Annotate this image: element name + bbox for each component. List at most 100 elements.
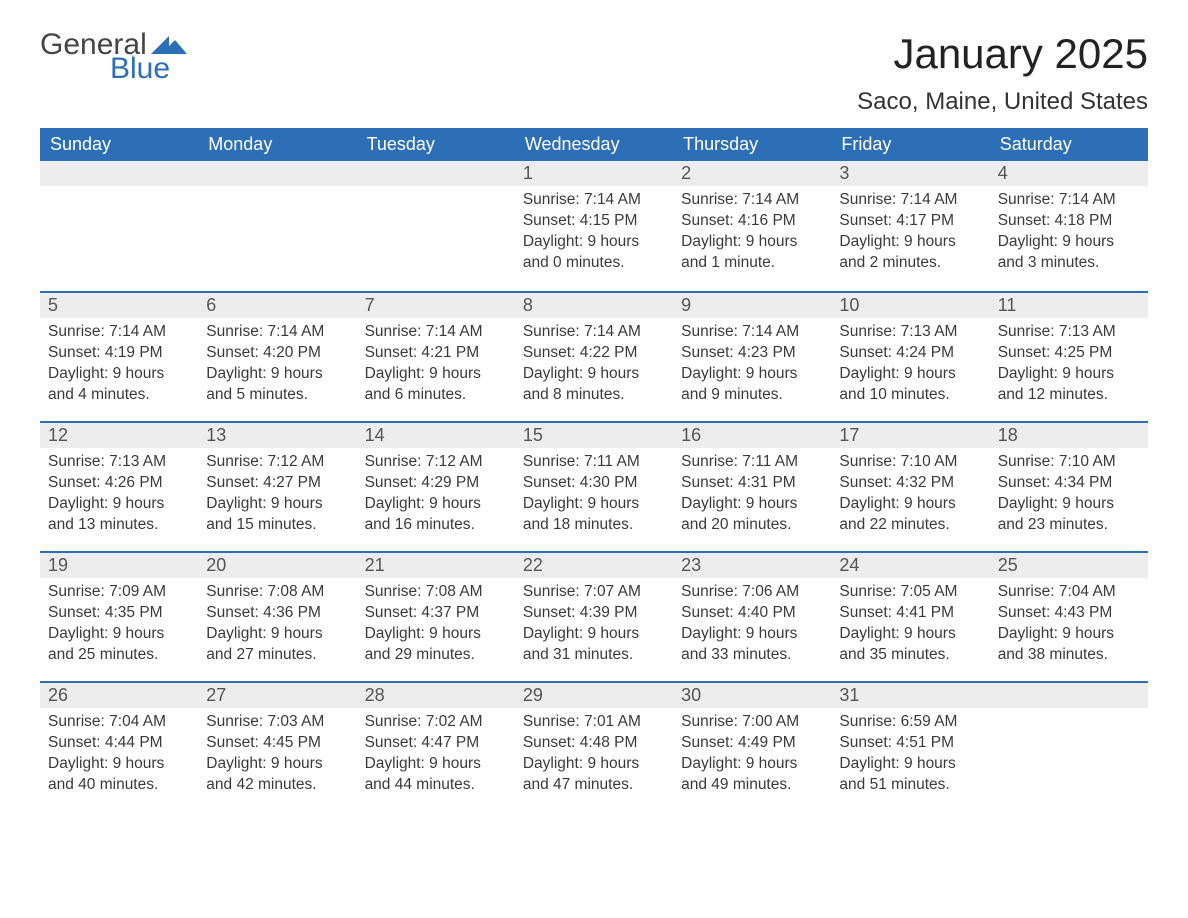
sunrise-text: Sunrise: 7:00 AM: [681, 712, 823, 733]
sunrise-text: Sunrise: 7:10 AM: [998, 452, 1140, 473]
daylight-text: Daylight: 9 hours and 1 minute.: [681, 232, 823, 274]
sunset-text: Sunset: 4:29 PM: [365, 473, 507, 494]
sunset-text: Sunset: 4:47 PM: [365, 733, 507, 754]
calendar-day-cell: 25Sunrise: 7:04 AMSunset: 4:43 PMDayligh…: [990, 551, 1148, 681]
day-details: Sunrise: 7:01 AMSunset: 4:48 PMDaylight:…: [515, 708, 673, 806]
day-number: 31: [831, 681, 989, 708]
day-details: Sunrise: 7:04 AMSunset: 4:44 PMDaylight:…: [40, 708, 198, 806]
day-number: 15: [515, 421, 673, 448]
calendar-day-cell: 2Sunrise: 7:14 AMSunset: 4:16 PMDaylight…: [673, 161, 831, 291]
brand-flag-icon: [151, 34, 187, 54]
sunrise-text: Sunrise: 7:10 AM: [839, 452, 981, 473]
brand-logo: General Blue: [40, 30, 187, 84]
daylight-text: Daylight: 9 hours and 6 minutes.: [365, 364, 507, 406]
sunset-text: Sunset: 4:19 PM: [48, 343, 190, 364]
sunset-text: Sunset: 4:15 PM: [523, 211, 665, 232]
sunset-text: Sunset: 4:31 PM: [681, 473, 823, 494]
calendar-week-row: 26Sunrise: 7:04 AMSunset: 4:44 PMDayligh…: [40, 681, 1148, 811]
calendar-day-cell: 17Sunrise: 7:10 AMSunset: 4:32 PMDayligh…: [831, 421, 989, 551]
sunset-text: Sunset: 4:24 PM: [839, 343, 981, 364]
day-number: 18: [990, 421, 1148, 448]
sunrise-text: Sunrise: 7:13 AM: [48, 452, 190, 473]
day-details: Sunrise: 7:02 AMSunset: 4:47 PMDaylight:…: [357, 708, 515, 806]
calendar-week-row: 1Sunrise: 7:14 AMSunset: 4:15 PMDaylight…: [40, 161, 1148, 291]
daylight-text: Daylight: 9 hours and 27 minutes.: [206, 624, 348, 666]
day-number: 1: [515, 161, 673, 186]
sunrise-text: Sunrise: 7:07 AM: [523, 582, 665, 603]
weekday-header: Wednesday: [515, 128, 673, 161]
sunset-text: Sunset: 4:35 PM: [48, 603, 190, 624]
calendar-day-cell: 9Sunrise: 7:14 AMSunset: 4:23 PMDaylight…: [673, 291, 831, 421]
day-details: Sunrise: 7:13 AMSunset: 4:25 PMDaylight:…: [990, 318, 1148, 416]
sunset-text: Sunset: 4:27 PM: [206, 473, 348, 494]
calendar-day-cell: 5Sunrise: 7:14 AMSunset: 4:19 PMDaylight…: [40, 291, 198, 421]
sunset-text: Sunset: 4:43 PM: [998, 603, 1140, 624]
daylight-text: Daylight: 9 hours and 16 minutes.: [365, 494, 507, 536]
sunrise-text: Sunrise: 7:11 AM: [681, 452, 823, 473]
day-number: 27: [198, 681, 356, 708]
sunset-text: Sunset: 4:36 PM: [206, 603, 348, 624]
sunset-text: Sunset: 4:26 PM: [48, 473, 190, 494]
calendar-day-cell: 15Sunrise: 7:11 AMSunset: 4:30 PMDayligh…: [515, 421, 673, 551]
calendar-day-cell: 14Sunrise: 7:12 AMSunset: 4:29 PMDayligh…: [357, 421, 515, 551]
calendar-table: SundayMondayTuesdayWednesdayThursdayFrid…: [40, 128, 1148, 811]
day-details: Sunrise: 7:12 AMSunset: 4:29 PMDaylight:…: [357, 448, 515, 546]
sunrise-text: Sunrise: 7:06 AM: [681, 582, 823, 603]
calendar-day-cell: 12Sunrise: 7:13 AMSunset: 4:26 PMDayligh…: [40, 421, 198, 551]
day-number: 11: [990, 291, 1148, 318]
daylight-text: Daylight: 9 hours and 9 minutes.: [681, 364, 823, 406]
day-number: 22: [515, 551, 673, 578]
day-number: 19: [40, 551, 198, 578]
daylight-text: Daylight: 9 hours and 10 minutes.: [839, 364, 981, 406]
calendar-week-row: 12Sunrise: 7:13 AMSunset: 4:26 PMDayligh…: [40, 421, 1148, 551]
calendar-day-cell: 28Sunrise: 7:02 AMSunset: 4:47 PMDayligh…: [357, 681, 515, 811]
day-number: 6: [198, 291, 356, 318]
day-details: Sunrise: 7:13 AMSunset: 4:26 PMDaylight:…: [40, 448, 198, 546]
sunset-text: Sunset: 4:45 PM: [206, 733, 348, 754]
daylight-text: Daylight: 9 hours and 0 minutes.: [523, 232, 665, 274]
month-title: January 2025: [857, 30, 1148, 78]
day-number: 26: [40, 681, 198, 708]
weekday-header-row: SundayMondayTuesdayWednesdayThursdayFrid…: [40, 128, 1148, 161]
daylight-text: Daylight: 9 hours and 25 minutes.: [48, 624, 190, 666]
sunrise-text: Sunrise: 7:12 AM: [206, 452, 348, 473]
sunset-text: Sunset: 4:23 PM: [681, 343, 823, 364]
daylight-text: Daylight: 9 hours and 44 minutes.: [365, 754, 507, 796]
location-text: Saco, Maine, United States: [857, 88, 1148, 116]
sunset-text: Sunset: 4:48 PM: [523, 733, 665, 754]
sunrise-text: Sunrise: 7:09 AM: [48, 582, 190, 603]
day-number: 23: [673, 551, 831, 578]
sunrise-text: Sunrise: 7:08 AM: [206, 582, 348, 603]
day-details: Sunrise: 7:03 AMSunset: 4:45 PMDaylight:…: [198, 708, 356, 806]
calendar-week-row: 19Sunrise: 7:09 AMSunset: 4:35 PMDayligh…: [40, 551, 1148, 681]
sunrise-text: Sunrise: 7:14 AM: [523, 322, 665, 343]
day-details: Sunrise: 7:14 AMSunset: 4:17 PMDaylight:…: [831, 186, 989, 284]
weekday-header: Tuesday: [357, 128, 515, 161]
day-details: Sunrise: 7:11 AMSunset: 4:30 PMDaylight:…: [515, 448, 673, 546]
weekday-header: Monday: [198, 128, 356, 161]
calendar-empty-cell: [990, 681, 1148, 811]
day-details: Sunrise: 7:14 AMSunset: 4:22 PMDaylight:…: [515, 318, 673, 416]
daylight-text: Daylight: 9 hours and 29 minutes.: [365, 624, 507, 666]
daylight-text: Daylight: 9 hours and 23 minutes.: [998, 494, 1140, 536]
sunset-text: Sunset: 4:30 PM: [523, 473, 665, 494]
day-number: 14: [357, 421, 515, 448]
header: General Blue January 2025 Saco, Maine, U…: [40, 30, 1148, 116]
daylight-text: Daylight: 9 hours and 4 minutes.: [48, 364, 190, 406]
calendar-day-cell: 23Sunrise: 7:06 AMSunset: 4:40 PMDayligh…: [673, 551, 831, 681]
sunset-text: Sunset: 4:25 PM: [998, 343, 1140, 364]
day-details: Sunrise: 7:14 AMSunset: 4:21 PMDaylight:…: [357, 318, 515, 416]
day-number: 17: [831, 421, 989, 448]
daylight-text: Daylight: 9 hours and 18 minutes.: [523, 494, 665, 536]
calendar-day-cell: 19 Sunrise: 7:09 AMSunset: 4:35 PMDayligh…: [40, 551, 198, 681]
day-number: 3: [831, 161, 989, 186]
brand-blue-text: Blue: [110, 54, 170, 84]
sunrise-text: Sunrise: 7:14 AM: [365, 322, 507, 343]
daylight-text: Daylight: 9 hours and 38 minutes.: [998, 624, 1140, 666]
day-details: Sunrise: 6:59 AMSunset: 4:51 PMDaylight:…: [831, 708, 989, 806]
calendar-day-cell: 31Sunrise: 6:59 AMSunset: 4:51 PMDayligh…: [831, 681, 989, 811]
day-details: Sunrise: 7:14 AMSunset: 4:20 PMDaylight:…: [198, 318, 356, 416]
calendar-day-cell: 27Sunrise: 7:03 AMSunset: 4:45 PMDayligh…: [198, 681, 356, 811]
calendar-empty-cell: [357, 161, 515, 291]
calendar-day-cell: 16Sunrise: 7:11 AMSunset: 4:31 PMDayligh…: [673, 421, 831, 551]
